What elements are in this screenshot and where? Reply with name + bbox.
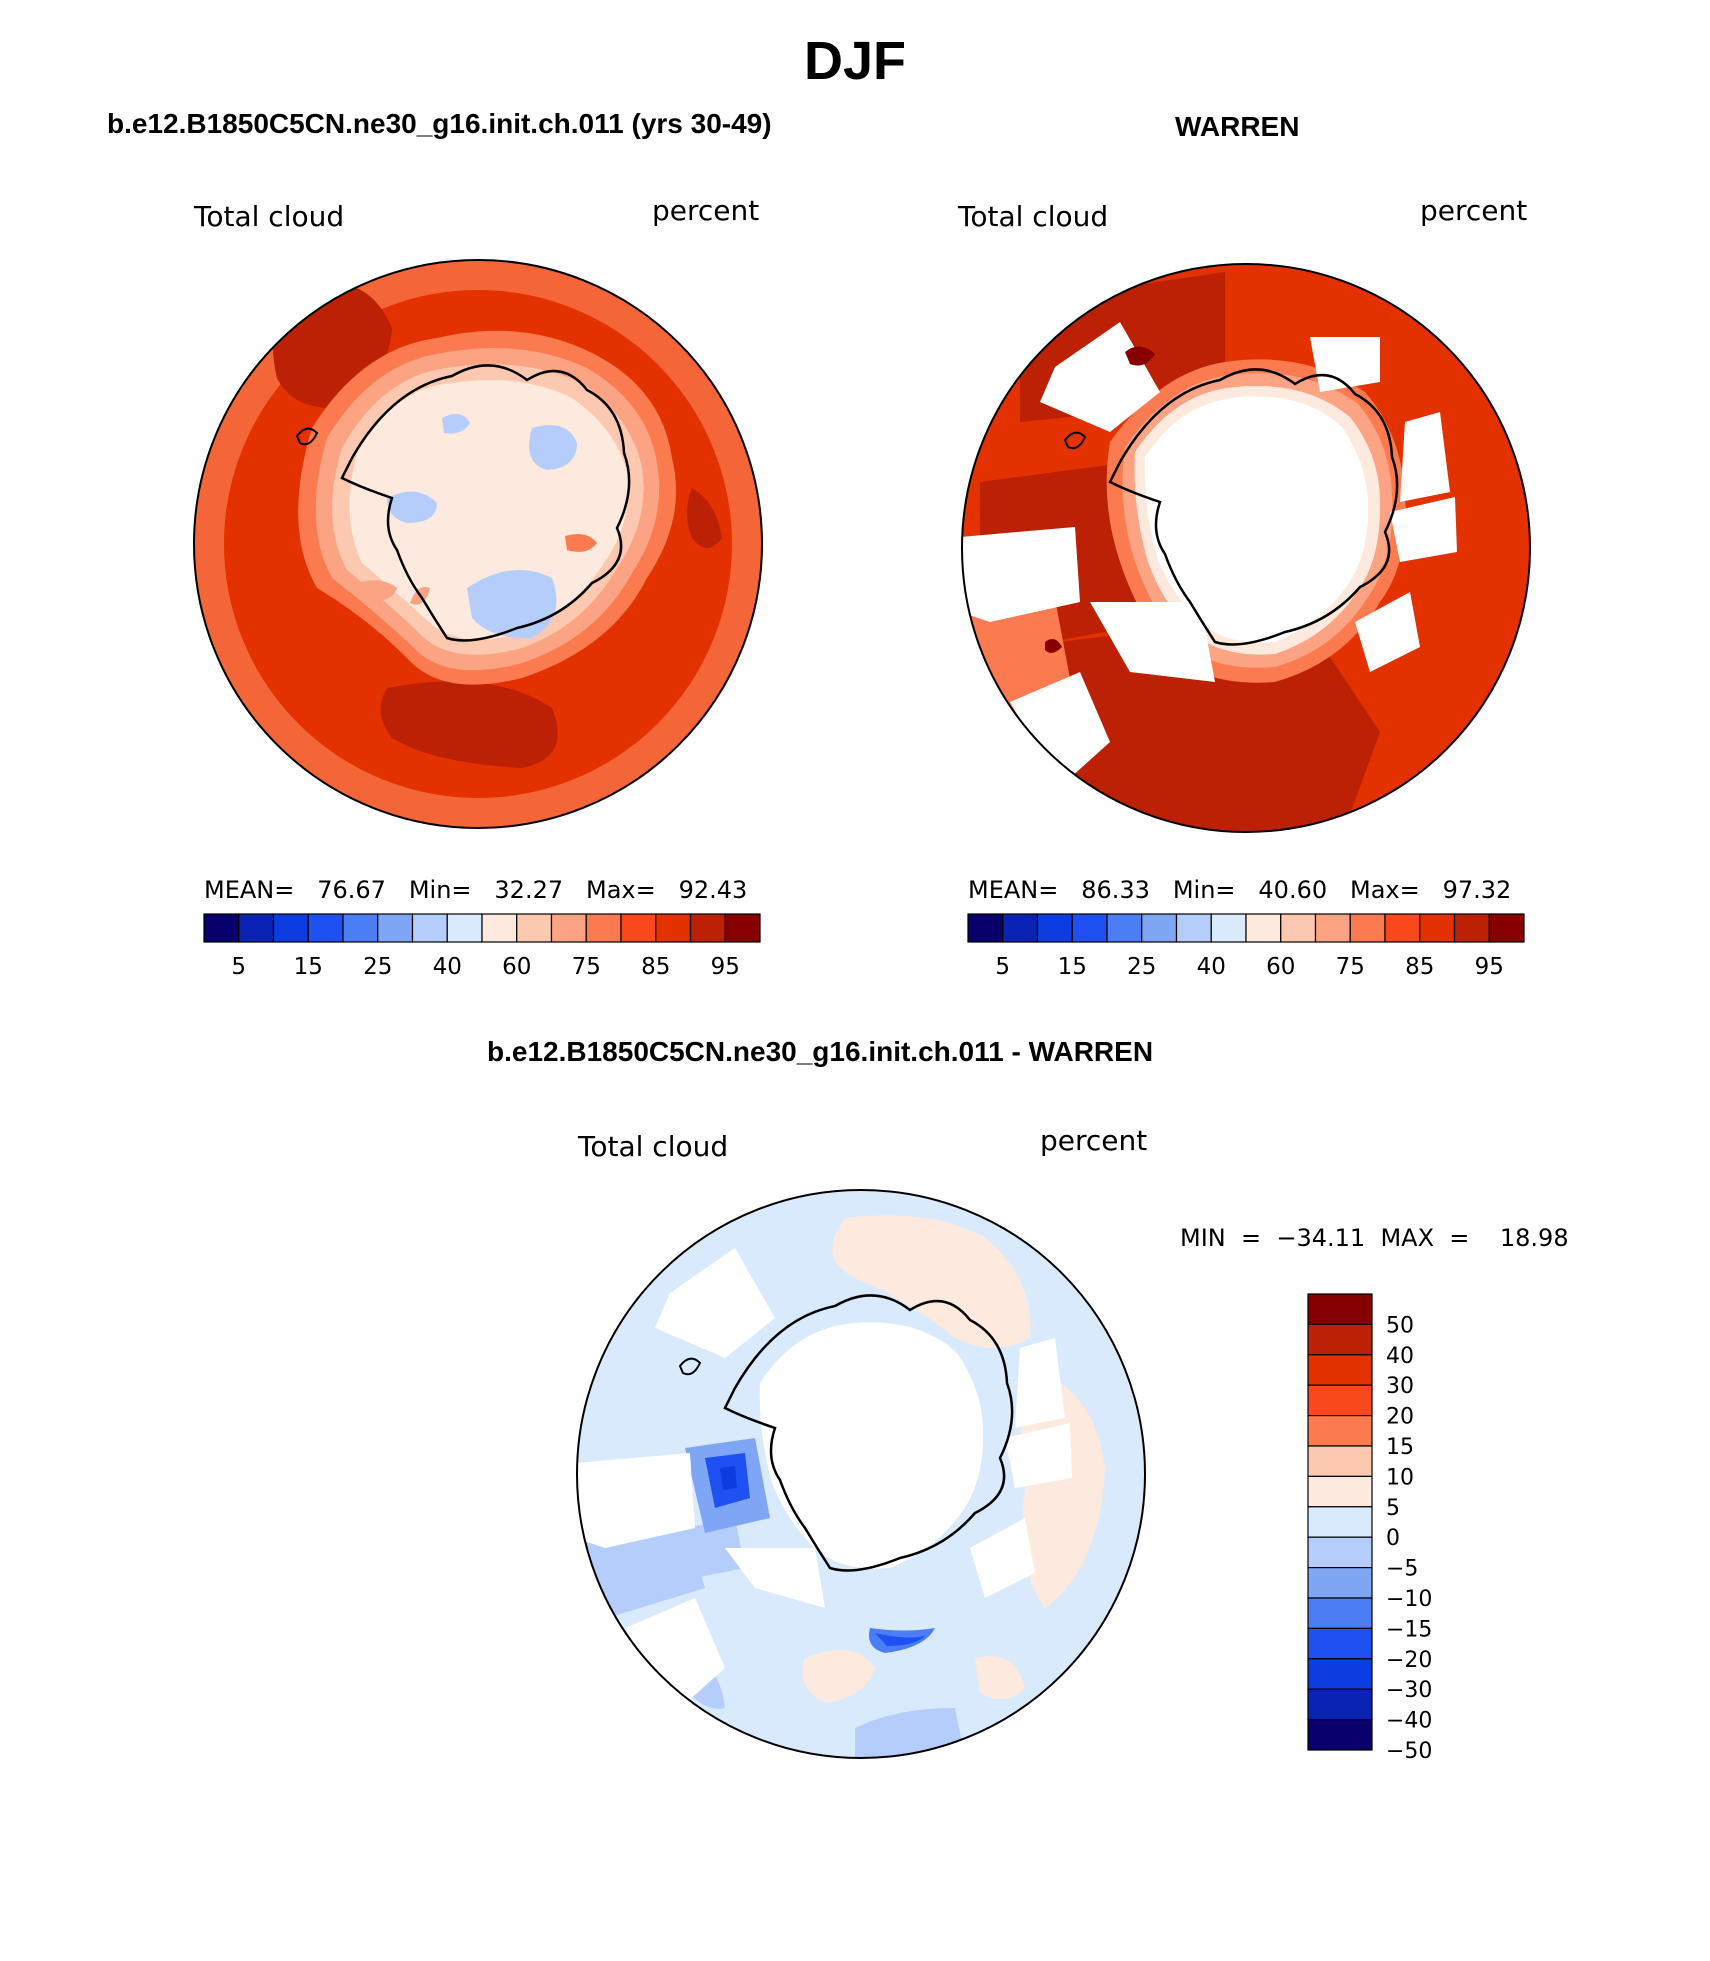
colorbar-tick-label: −20 xyxy=(1386,1648,1432,1673)
colorbar-swatch xyxy=(1349,913,1386,943)
colorbar-tick-label: 60 xyxy=(1266,954,1295,980)
colorbar-swatch xyxy=(238,913,275,943)
colorbar-swatch xyxy=(1419,913,1456,943)
left-colorbar: 5 15 25 40 60 75 85 95 xyxy=(203,913,761,980)
left-variable-label: Total cloud xyxy=(194,200,345,233)
colorbar-tick-label: 40 xyxy=(1197,954,1226,980)
colorbar-swatch xyxy=(203,913,240,943)
colorbar-tick-label: 30 xyxy=(1386,1374,1414,1399)
colorbar-swatch xyxy=(1307,1536,1373,1569)
colorbar-swatch xyxy=(1307,1506,1373,1538)
colorbar-swatch xyxy=(1307,1688,1373,1721)
colorbar-swatch xyxy=(585,913,622,943)
colorbar-swatch xyxy=(342,913,379,943)
figure-title: DJF xyxy=(803,31,906,91)
colorbar-swatch xyxy=(1307,1384,1373,1417)
colorbar-swatch xyxy=(1307,1354,1373,1386)
diff-variable-label: Total cloud xyxy=(578,1130,729,1163)
right-units-label: percent xyxy=(1420,194,1528,227)
colorbar-tick-label: 0 xyxy=(1386,1526,1400,1551)
colorbar-swatch xyxy=(655,913,692,943)
colorbar-swatch xyxy=(516,913,553,943)
colorbar-swatch xyxy=(1384,913,1421,943)
colorbar-swatch xyxy=(1307,1627,1373,1660)
left-units-label: percent xyxy=(652,194,760,227)
colorbar-tick-label: 25 xyxy=(363,954,392,980)
colorbar-swatch xyxy=(446,913,483,943)
colorbar-swatch xyxy=(1245,913,1282,943)
right-panel-title: WARREN xyxy=(1175,111,1300,142)
left-stats-text: MEAN= 76.67 Min= 32.27 Max= 92.43 xyxy=(204,876,748,904)
colorbar-swatch xyxy=(1307,1567,1373,1599)
colorbar-tick-label: 75 xyxy=(572,954,601,980)
colorbar-swatch xyxy=(620,913,657,943)
colorbar-tick-label: 95 xyxy=(1475,954,1504,980)
colorbar-tick-label: 85 xyxy=(641,954,670,980)
colorbar-tick-label: 85 xyxy=(1405,954,1434,980)
colorbar-swatch xyxy=(1036,913,1073,943)
colorbar-swatch xyxy=(1307,1323,1373,1356)
colorbar-swatch xyxy=(481,913,518,943)
colorbar-swatch xyxy=(1141,913,1178,943)
left-panel-title: b.e12.B1850C5CN.ne30_g16.init.ch.011 (yr… xyxy=(107,108,772,139)
colorbar-tick-label: 15 xyxy=(1058,954,1087,980)
colorbar-swatch xyxy=(1307,1293,1373,1325)
colorbar-swatch xyxy=(272,913,309,943)
colorbar-swatch xyxy=(1071,913,1108,943)
colorbar-swatch xyxy=(1106,913,1143,943)
colorbar-swatch xyxy=(1175,913,1212,943)
colorbar-swatch xyxy=(411,913,448,943)
colorbar-tick-label: 5 xyxy=(1386,1496,1400,1521)
colorbar-swatch xyxy=(1002,913,1039,943)
colorbar-swatch xyxy=(967,913,1004,943)
diff-panel-title: b.e12.B1850C5CN.ne30_g16.init.ch.011 - W… xyxy=(487,1036,1154,1067)
colorbar-swatch xyxy=(1280,913,1317,943)
colorbar-swatch xyxy=(724,913,761,943)
colorbar-tick-label: −5 xyxy=(1386,1557,1418,1582)
colorbar-tick-label: −40 xyxy=(1386,1709,1432,1734)
diff-stats-text: MIN = −34.11 MAX = 18.98 xyxy=(1180,1224,1569,1252)
colorbar-swatch xyxy=(1307,1719,1373,1751)
colorbar-swatch xyxy=(1453,913,1490,943)
colorbar-swatch xyxy=(1307,1658,1373,1690)
colorbar-swatch xyxy=(1314,913,1351,943)
right-colorbar: 5 15 25 40 60 75 85 95 xyxy=(967,913,1525,980)
colorbar-tick-label: 15 xyxy=(1386,1435,1414,1460)
colorbar-tick-label: −30 xyxy=(1386,1678,1432,1703)
colorbar-tick-label: 60 xyxy=(502,954,531,980)
colorbar-swatch xyxy=(1307,1597,1373,1629)
colorbar-tick-label: 5 xyxy=(995,954,1010,980)
colorbar-tick-label: 25 xyxy=(1127,954,1156,980)
right-variable-label: Total cloud xyxy=(958,200,1109,233)
colorbar-swatch xyxy=(550,913,587,943)
left-polar-map xyxy=(193,259,763,829)
colorbar-swatch xyxy=(1307,1445,1373,1477)
colorbar-tick-label: 15 xyxy=(294,954,323,980)
colorbar-tick-label: −10 xyxy=(1386,1587,1432,1612)
colorbar-swatch xyxy=(1488,913,1525,943)
colorbar-swatch xyxy=(377,913,414,943)
right-stats-text: MEAN= 86.33 Min= 40.60 Max= 97.32 xyxy=(968,876,1512,904)
colorbar-tick-label: 20 xyxy=(1386,1405,1414,1430)
diff-units-label: percent xyxy=(1040,1124,1148,1157)
colorbar-swatch xyxy=(689,913,726,943)
colorbar-tick-label: −50 xyxy=(1386,1739,1432,1760)
right-polar-map xyxy=(961,263,1531,833)
colorbar-tick-label: −15 xyxy=(1386,1617,1432,1642)
colorbar-tick-label: 50 xyxy=(1386,1313,1414,1338)
colorbar-swatch xyxy=(1210,913,1247,943)
colorbar-tick-label: 75 xyxy=(1336,954,1365,980)
diff-polar-map xyxy=(576,1189,1146,1759)
colorbar-swatch xyxy=(307,913,344,943)
colorbar-tick-label: 10 xyxy=(1386,1465,1414,1490)
colorbar-tick-label: 40 xyxy=(1386,1344,1414,1369)
colorbar-swatch xyxy=(1307,1475,1373,1508)
colorbar-tick-label: 40 xyxy=(433,954,462,980)
colorbar-tick-label: 5 xyxy=(231,954,246,980)
colorbar-swatch xyxy=(1307,1414,1373,1447)
colorbar-tick-label: 95 xyxy=(711,954,740,980)
